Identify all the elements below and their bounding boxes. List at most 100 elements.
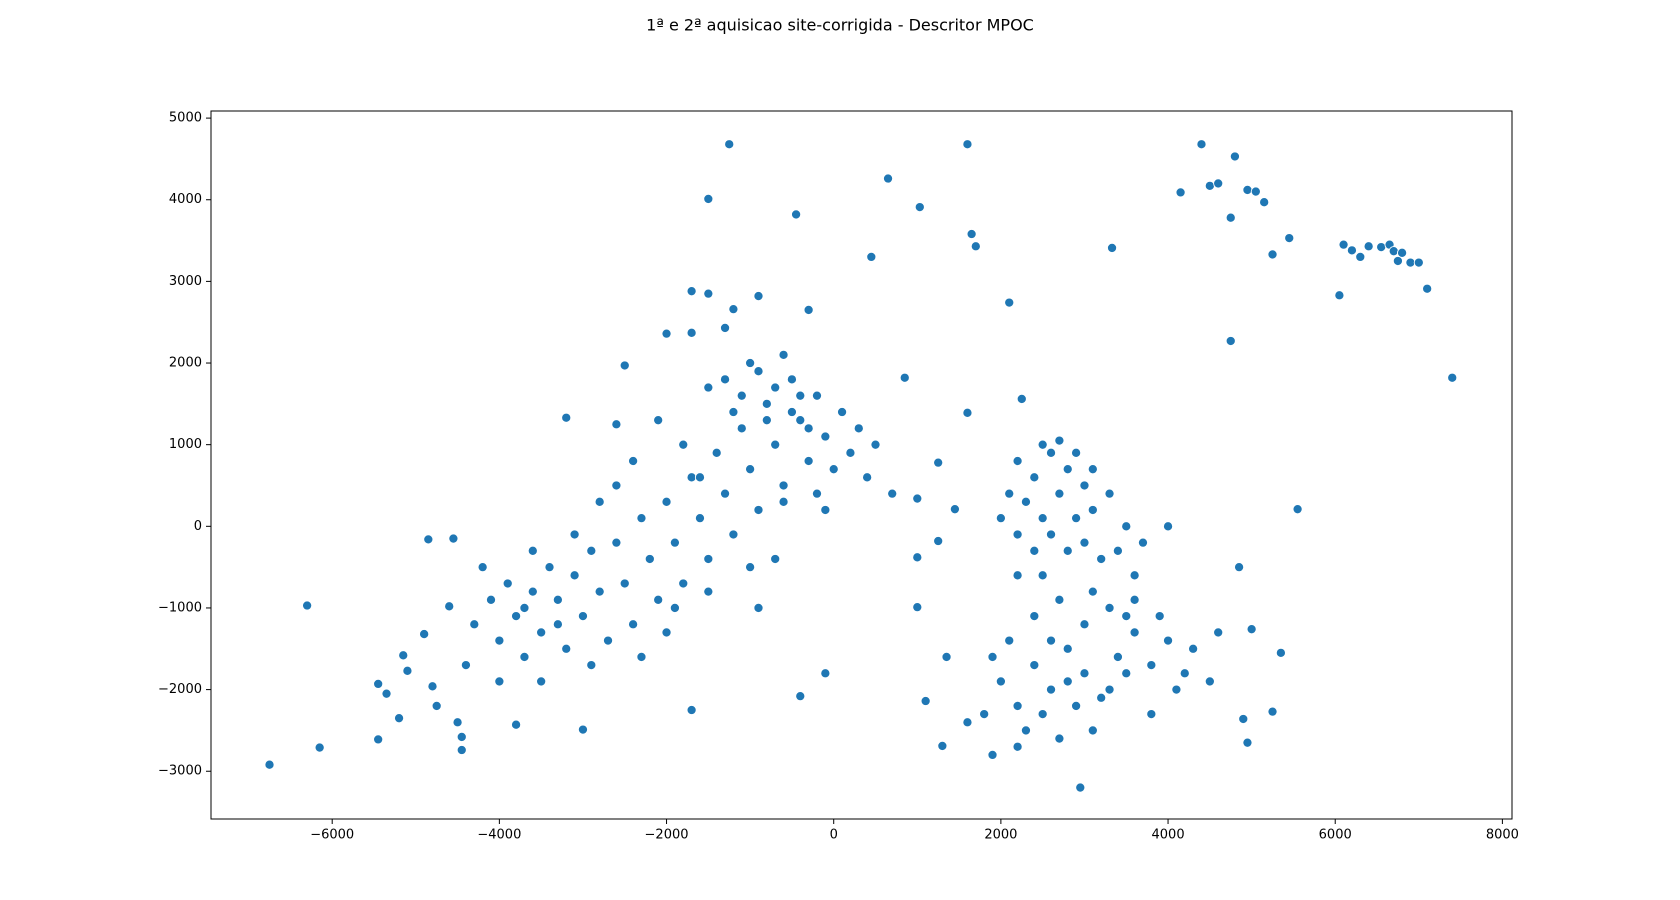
point: [678, 578, 689, 589]
point: [460, 660, 471, 671]
point: [882, 173, 894, 184]
point: [1284, 233, 1295, 244]
point: [912, 602, 923, 613]
point: [264, 759, 275, 770]
point: [1234, 562, 1245, 573]
point: [1104, 488, 1115, 499]
point: [1376, 242, 1387, 253]
point: [1447, 372, 1458, 383]
point: [594, 586, 605, 597]
point: [427, 681, 438, 692]
y-tick-label: 2000: [169, 356, 202, 371]
point: [1204, 676, 1215, 687]
point: [1004, 297, 1015, 308]
point: [1129, 570, 1140, 581]
point: [1355, 251, 1366, 262]
point: [586, 545, 597, 556]
x-tick-label: 8000: [1486, 828, 1519, 843]
point: [1087, 464, 1098, 475]
point: [1171, 684, 1182, 695]
point: [719, 374, 731, 385]
point: [1012, 529, 1023, 540]
point: [724, 139, 735, 150]
point: [962, 717, 973, 728]
point: [1106, 242, 1118, 253]
point: [477, 562, 488, 573]
point: [899, 372, 910, 383]
point: [1062, 643, 1073, 654]
point: [736, 423, 747, 434]
point: [1250, 186, 1261, 197]
point: [511, 719, 522, 730]
point: [1275, 647, 1286, 658]
point: [862, 472, 873, 483]
point: [1054, 733, 1065, 744]
x-tick-label: −2000: [645, 828, 689, 843]
point: [456, 731, 467, 742]
point: [1112, 545, 1123, 556]
point: [1422, 283, 1433, 294]
point: [1054, 594, 1065, 605]
point: [820, 504, 831, 516]
point: [619, 578, 630, 589]
point: [552, 594, 563, 605]
point: [914, 202, 925, 213]
point: [1087, 725, 1098, 736]
point: [837, 406, 848, 418]
point: [1242, 184, 1253, 195]
point: [933, 457, 944, 468]
y-tick-label: 4000: [169, 192, 202, 207]
point: [661, 496, 672, 507]
point: [1062, 676, 1073, 687]
point: [778, 496, 789, 507]
point: [1213, 627, 1224, 638]
point: [502, 578, 513, 589]
point: [786, 406, 797, 418]
point: [1121, 668, 1132, 679]
point: [1204, 180, 1215, 191]
point: [1012, 455, 1023, 467]
point: [302, 600, 313, 611]
point: [1037, 570, 1048, 581]
point: [1146, 660, 1157, 671]
y-tick-label: 3000: [169, 274, 202, 289]
point: [803, 423, 814, 434]
point: [753, 504, 764, 516]
point: [536, 627, 547, 638]
point: [887, 488, 898, 499]
point: [770, 439, 781, 450]
point: [811, 390, 823, 401]
point: [753, 366, 764, 377]
point: [1121, 611, 1132, 622]
point: [661, 627, 672, 638]
point: [1104, 602, 1115, 614]
point: [736, 390, 747, 401]
point: [795, 691, 806, 702]
point: [456, 744, 467, 756]
point: [987, 651, 998, 662]
point: [1004, 635, 1015, 646]
point: [962, 139, 973, 150]
point: [728, 529, 739, 540]
point: [1071, 513, 1082, 524]
point: [314, 742, 325, 753]
point: [941, 651, 952, 662]
point: [1029, 545, 1040, 556]
point: [870, 439, 881, 450]
y-tick-label: −2000: [158, 682, 202, 697]
point: [381, 688, 392, 699]
chart-title: 1ª e 2ª aquisicao site-corrigida - Descr…: [646, 16, 1034, 35]
point: [1079, 480, 1090, 491]
point: [703, 288, 714, 299]
point: [1137, 537, 1149, 548]
point: [1071, 700, 1082, 711]
point: [519, 602, 530, 614]
point: [1121, 521, 1132, 532]
point: [1045, 684, 1057, 695]
point: [1363, 241, 1374, 252]
point: [1045, 447, 1057, 458]
x-tick-label: −4000: [477, 828, 521, 843]
point: [1413, 257, 1424, 268]
